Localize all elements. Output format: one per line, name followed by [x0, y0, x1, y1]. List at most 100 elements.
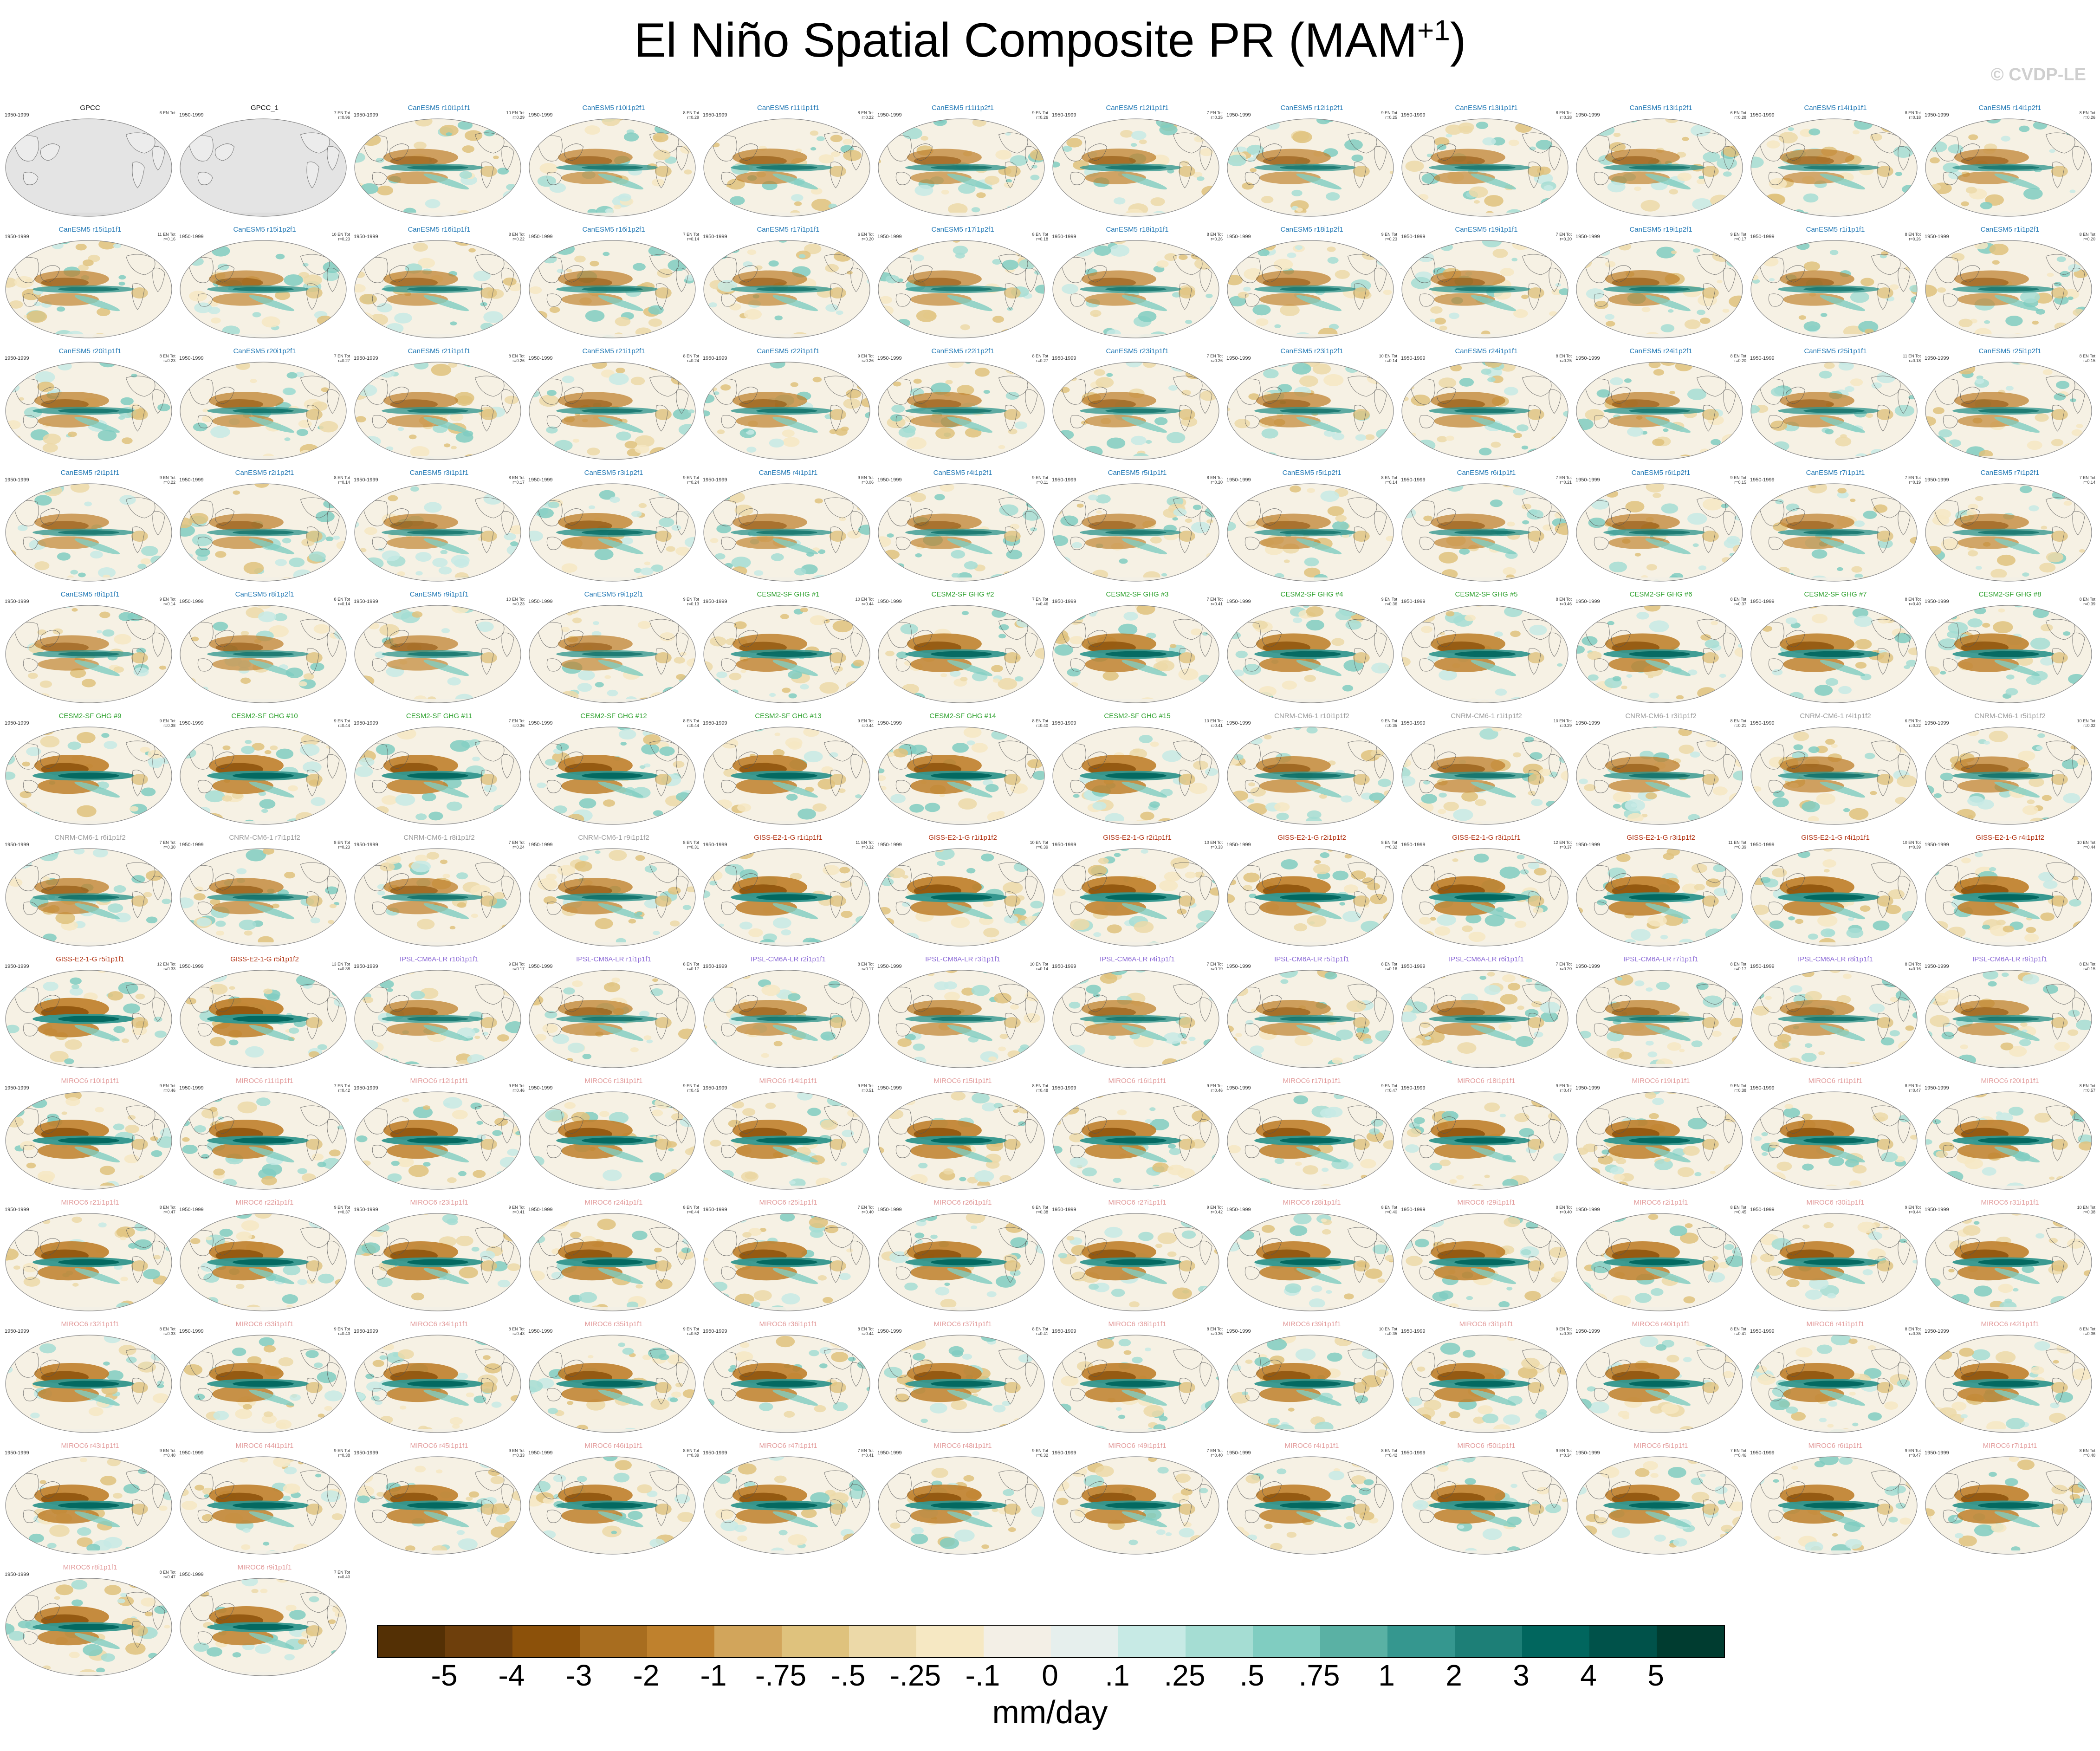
panel-years: 1950-1999 — [528, 1207, 553, 1213]
map-svg — [703, 1335, 870, 1433]
panel-stat: 10 EN Tot r=0.14 — [1030, 962, 1048, 971]
map-svg — [703, 605, 870, 703]
panel-title: GISS-E2-1-G r5i1p1f2 — [230, 955, 299, 963]
panel-title: CanESM5 r9i1p1f1 — [409, 590, 469, 598]
map-panel: MIROC6 r31i1p1f1 1950-1999 10 EN Tot r=0.3… — [1924, 1198, 2096, 1319]
colorbar-tick-label: -2 — [633, 1659, 660, 1692]
panel-title: MIROC6 r36i1p1f1 — [759, 1320, 817, 1328]
panel-stat: 10 EN Tot r=0.44 — [2077, 840, 2095, 850]
map-panel: CESM2-SF GHG #2 1950-1999 7 EN Tot r=0.46 — [876, 590, 1049, 711]
panel-stat: 11 EN Tot r=0.39 — [1728, 840, 1746, 850]
panel-stat: 8 EN Tot r=0.43 — [508, 1327, 525, 1336]
map-panel: GISS-E2-1-G r5i1p1f2 1950-1999 13 EN Tot r… — [178, 954, 351, 1076]
panel-years: 1950-1999 — [1575, 477, 1600, 483]
colorbar-label: mm/day — [992, 1694, 1108, 1730]
map-svg — [1576, 240, 1743, 338]
colorbar-tick-label: 0 — [1042, 1659, 1058, 1692]
panel-title: CESM2-SF GHG #3 — [1106, 590, 1169, 598]
map-svg — [1227, 605, 1394, 703]
map-svg — [1576, 848, 1743, 947]
panel-stat: 9 EN Tot r=0.33 — [508, 1448, 525, 1458]
map-svg — [529, 483, 696, 582]
panel-title: MIROC6 r28i1p1f1 — [1283, 1199, 1341, 1206]
map-panel: CESM2-SF GHG #3 1950-1999 7 EN Tot r=0.41 — [1051, 590, 1224, 711]
map-svg — [1925, 726, 2092, 825]
panel-years: 1950-1999 — [1575, 1450, 1600, 1456]
panel-years: 1950-1999 — [5, 1207, 29, 1213]
panel-years: 1950-1999 — [703, 1329, 727, 1334]
panel-years: 1950-1999 — [1750, 720, 1775, 726]
panel-years: 1950-1999 — [1575, 842, 1600, 848]
panel-years: 1950-1999 — [877, 842, 902, 848]
panel-title: CNRM-CM6-1 r5i1p1f2 — [1974, 712, 2046, 720]
map-svg — [5, 970, 172, 1068]
panel-years: 1950-1999 — [1226, 964, 1251, 969]
panel-title: CESM2-SF GHG #13 — [755, 712, 822, 720]
map-panel: CNRM-CM6-1 r8i1p1f2 1950-1999 7 EN Tot r=0… — [353, 833, 525, 954]
map-svg — [1052, 118, 1219, 217]
panel-title: MIROC6 r1i1p1f1 — [1808, 1077, 1863, 1085]
panel-title: CESM2-SF GHG #12 — [580, 712, 647, 720]
map-panel: GPCC_1 1950-1999 7 EN Tot r=0.96 — [178, 103, 351, 225]
map-panel: IPSL-CM6A-LR r2i1p1f1 1950-1999 8 EN Tot r… — [702, 954, 875, 1076]
map-panel: MIROC6 r39i1p1f1 1950-1999 10 EN Tot r=0.3… — [1225, 1319, 1398, 1441]
map-svg — [354, 848, 521, 947]
panel-years: 1950-1999 — [703, 477, 727, 483]
colorbar-tick-label: -.25 — [889, 1659, 941, 1692]
map-panel: CanESM5 r16i1p1f1 1950-1999 8 EN Tot r=0.2… — [353, 225, 525, 346]
panel-stat: 10 EN Tot r=0.32 — [2077, 719, 2095, 728]
map-svg — [1401, 240, 1569, 338]
map-panel: CESM2-SF GHG #13 1950-1999 9 EN Tot r=0.44 — [702, 711, 875, 833]
map-panel: CanESM5 r25i1p2f1 1950-1999 8 EN Tot r=0.1… — [1924, 346, 2096, 468]
map-panel: CESM2-SF GHG #5 1950-1999 8 EN Tot r=0.46 — [1400, 590, 1573, 711]
map-panel: CNRM-CM6-1 r10i1p1f2 1950-1999 9 EN Tot r=… — [1225, 711, 1398, 833]
map-svg — [1750, 605, 1918, 703]
panel-stat: 8 EN Tot r=0.15 — [2079, 354, 2095, 363]
map-svg — [180, 848, 347, 947]
panel-stat: 7 EN Tot r=0.96 — [334, 110, 350, 120]
panel-stat: 8 EN Tot r=0.38 — [1032, 1205, 1048, 1214]
panel-years: 1950-1999 — [1226, 1085, 1251, 1091]
map-svg — [703, 848, 870, 947]
map-svg — [354, 1456, 521, 1555]
map-svg — [180, 1578, 347, 1676]
map-panel: CNRM-CM6-1 r1i1p1f2 1950-1999 10 EN Tot r=… — [1400, 711, 1573, 833]
map-svg — [1401, 1091, 1569, 1190]
panel-stat: 7 EN Tot r=0.30 — [159, 840, 175, 850]
colorbar-cell — [445, 1626, 512, 1657]
panel-years: 1950-1999 — [528, 599, 553, 604]
map-panel: GISS-E2-1-G r4i1p1f1 1950-1999 10 EN Tot r… — [1749, 833, 1922, 954]
panel-years: 1950-1999 — [179, 234, 204, 240]
watermark: © CVDP-LE — [1990, 65, 2086, 84]
map-svg — [1576, 118, 1743, 217]
map-svg — [878, 240, 1045, 338]
panel-title: IPSL-CM6A-LR r4i1p1f1 — [1100, 955, 1175, 963]
panel-years: 1950-1999 — [703, 112, 727, 118]
colorbar-ticks: -5 -4 -3 -2 -1 -.75 -.5 -.25 -.1 0 .1 .25 .5 .75 1 2 3 4 5 — [377, 1658, 1723, 1692]
map-svg — [703, 118, 870, 217]
panel-title: IPSL-CM6A-LR r10i1p1f1 — [399, 955, 479, 963]
map-panel: CanESM5 r20i1p1f1 1950-1999 8 EN Tot r=0.2… — [4, 346, 176, 468]
panel-stat: 6 EN Tot r=0.20 — [857, 232, 874, 241]
map-svg — [180, 726, 347, 825]
panel-stat: 10 EN Tot r=0.41 — [1204, 719, 1223, 728]
panel-years: 1950-1999 — [5, 234, 29, 240]
panel-years: 1950-1999 — [1052, 1450, 1076, 1456]
panel-years: 1950-1999 — [179, 842, 204, 848]
map-svg — [1576, 1335, 1743, 1433]
map-svg — [354, 240, 521, 338]
map-svg — [703, 362, 870, 460]
panel-stat: 8 EN Tot r=0.16 — [1381, 962, 1397, 971]
map-svg — [703, 1213, 870, 1311]
map-svg — [1750, 1456, 1918, 1555]
panel-stat: 8 EN Tot r=0.26 — [1206, 232, 1223, 241]
map-panel: CESM2-SF GHG #7 1950-1999 8 EN Tot r=0.40 — [1749, 590, 1922, 711]
map-svg — [1401, 1335, 1569, 1433]
panel-stat: 8 EN Tot r=0.26 — [1905, 232, 1921, 241]
map-panel: CNRM-CM6-1 r9i1p1f2 1950-1999 8 EN Tot r=0… — [527, 833, 700, 954]
panel-title: MIROC6 r46i1p1f1 — [584, 1442, 643, 1450]
map-panel: CanESM5 r8i1p2f1 1950-1999 8 EN Tot r=0.14 — [178, 590, 351, 711]
map-panel: MIROC6 r26i1p1f1 1950-1999 8 EN Tot r=0.38 — [876, 1198, 1049, 1319]
map-panel: CanESM5 r15i1p1f1 1950-1999 11 EN Tot r=0.… — [4, 225, 176, 346]
map-svg — [1576, 1091, 1743, 1190]
